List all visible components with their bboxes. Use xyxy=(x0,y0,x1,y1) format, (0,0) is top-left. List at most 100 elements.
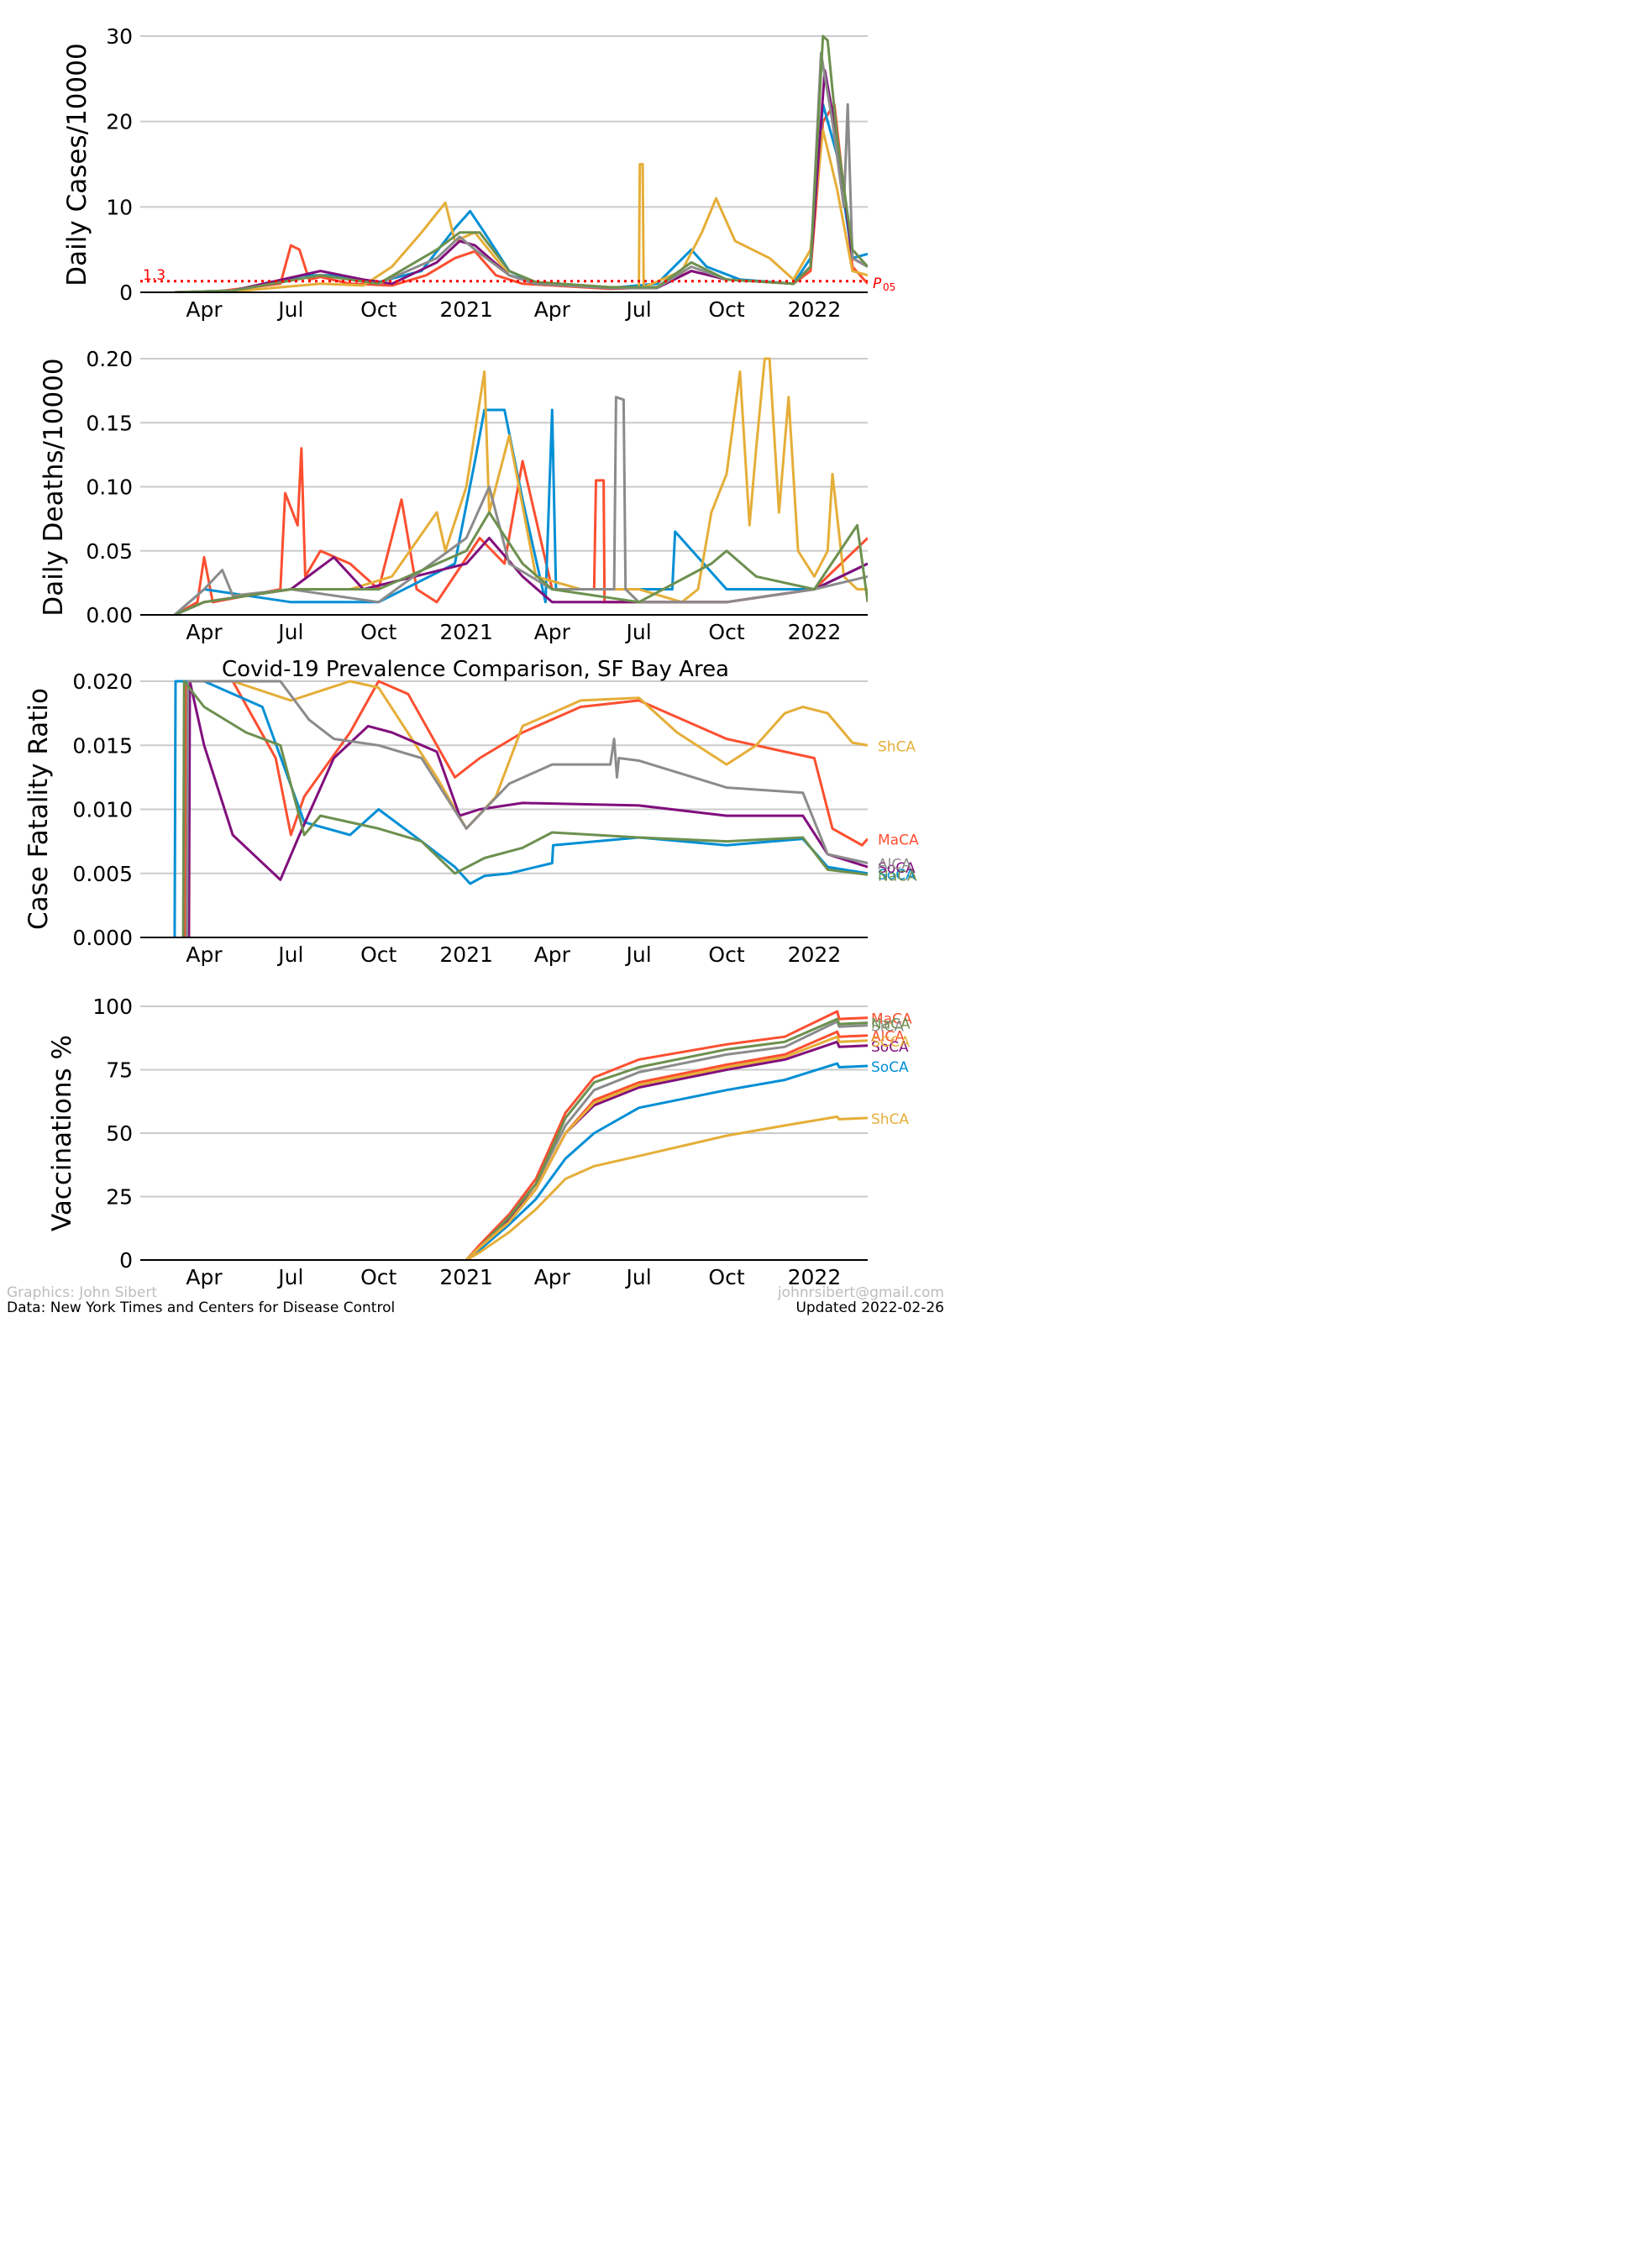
y-tick-label: 0.020 xyxy=(72,669,133,694)
x-tick-label: Apr xyxy=(534,620,571,644)
series-line xyxy=(465,1017,868,1261)
graphics-credit: Graphics: John Sibert xyxy=(7,1284,157,1301)
series-line xyxy=(465,1020,868,1261)
y-tick-label: 0.015 xyxy=(72,733,133,758)
x-tick-label: 2021 xyxy=(439,942,493,967)
series-line xyxy=(181,680,868,938)
series-line xyxy=(174,102,868,293)
case-fatality-panel: 0.000 0.005 0.010 0.015 0.020 Apr Jul Oct 2021 Ap… xyxy=(24,669,919,967)
x-tick-label: Jul xyxy=(625,1265,652,1289)
x-tick-label: 2021 xyxy=(439,620,493,644)
series-line xyxy=(465,1040,868,1261)
series-line xyxy=(173,680,868,938)
y-tick-label: 30 xyxy=(106,24,133,49)
series-end-label: SiCA xyxy=(871,1019,904,1036)
x-tick-label: Apr xyxy=(186,1265,223,1289)
series-line xyxy=(187,680,868,938)
series-line xyxy=(174,537,868,616)
y-tick-label: 0.010 xyxy=(72,798,133,822)
series-line xyxy=(465,1010,868,1261)
series-line xyxy=(174,69,868,293)
x-tick-label: Jul xyxy=(276,297,303,322)
x-tick-label: 2021 xyxy=(439,1265,493,1289)
x-tick-label: Jul xyxy=(276,1265,303,1289)
series-end-label: NaCA xyxy=(878,868,917,885)
x-tick-label: 2022 xyxy=(788,942,842,967)
x-tick-label: Oct xyxy=(708,942,744,967)
y-tick-label: 25 xyxy=(106,1185,133,1210)
covid-prevalence-figure: 0 10 20 30 Apr Jul Oct 2021 Apr Jul Oct 2022 Daily C… xyxy=(24,24,919,1289)
x-tick-label: Oct xyxy=(708,620,744,644)
x-tick-label: Apr xyxy=(534,942,571,967)
y-tick-label: 0.05 xyxy=(86,539,133,564)
y-tick-label: 0.20 xyxy=(86,347,133,371)
x-tick-label: Oct xyxy=(360,1265,396,1289)
y-tick-label: 0.15 xyxy=(86,411,133,435)
series-end-label: NaCA xyxy=(871,1016,911,1033)
x-tick-label: Oct xyxy=(360,942,396,967)
series-end-label: SoCA xyxy=(871,1039,909,1056)
y-axis-label: Vaccinations % xyxy=(47,1035,77,1231)
series-line xyxy=(173,408,868,616)
y-tick-label: 20 xyxy=(106,110,133,134)
series-end-label: AlCA xyxy=(871,1029,905,1046)
vaccinations-panel: 0 25 50 75 100 Apr Jul Oct 2021 Apr Jul Oct 2022 Vacc… xyxy=(47,995,912,1289)
daily-deaths-panel: 0.00 0.05 0.10 0.15 0.20 Apr Jul Oct 2021 Apr Jul O… xyxy=(39,347,868,644)
y-tick-label: 0 xyxy=(119,281,133,305)
series-end-label: SoCA xyxy=(878,867,916,884)
series-end-label: SoCA xyxy=(878,860,916,877)
series-line xyxy=(174,357,868,616)
series-end-label: SCCA xyxy=(871,1034,911,1051)
series-line xyxy=(174,511,868,616)
reference-line-percentile-subscript: 05 xyxy=(883,281,895,293)
x-tick-label: Apr xyxy=(186,620,223,644)
y-tick-label: 0.005 xyxy=(72,862,133,886)
x-tick-label: Apr xyxy=(186,297,223,322)
series-line xyxy=(465,1115,868,1261)
x-tick-label: Jul xyxy=(625,620,652,644)
x-tick-label: Oct xyxy=(708,297,744,322)
x-tick-label: 2022 xyxy=(788,620,842,644)
series-end-label: MaCA xyxy=(878,832,919,849)
series-line xyxy=(174,34,868,293)
series-line xyxy=(186,680,868,938)
series-line xyxy=(465,1035,868,1261)
series-line xyxy=(174,102,868,293)
figure-title: Covid-19 Prevalence Comparison, SF Bay A… xyxy=(222,657,729,682)
series-line xyxy=(183,680,868,938)
daily-cases-panel: 0 10 20 30 Apr Jul Oct 2021 Apr Jul Oct 2022 Daily C… xyxy=(62,24,895,322)
updated-date: Updated 2022-02-26 xyxy=(795,1299,944,1316)
x-tick-label: Jul xyxy=(276,620,303,644)
series-end-label: ShCA xyxy=(871,1111,909,1128)
x-tick-label: Apr xyxy=(534,1265,571,1289)
author-email: johnrsibert@gmail.com xyxy=(777,1284,944,1301)
y-axis-label: Daily Cases/10000 xyxy=(62,43,92,286)
x-tick-label: Oct xyxy=(708,1265,744,1289)
series-line xyxy=(186,680,868,938)
reference-line-label: 1.3 xyxy=(143,267,165,284)
x-tick-label: 2021 xyxy=(439,297,493,322)
series-line xyxy=(174,129,868,293)
x-tick-label: 2022 xyxy=(788,1265,842,1289)
y-axis-label: Daily Deaths/10000 xyxy=(39,358,69,616)
x-tick-label: Apr xyxy=(186,942,223,967)
series-line xyxy=(174,447,868,616)
series-end-label: SoCA xyxy=(871,1059,909,1076)
y-tick-label: 50 xyxy=(106,1121,133,1146)
series-end-label: MaCA xyxy=(871,1011,912,1028)
y-tick-label: 0 xyxy=(119,1248,133,1273)
data-source-credit: Data: New York Times and Centers for Dis… xyxy=(7,1299,396,1316)
y-tick-label: 0.000 xyxy=(72,926,133,950)
series-line xyxy=(173,396,868,616)
y-tick-label: 100 xyxy=(92,995,133,1019)
y-axis-label: Case Fatality Ratio xyxy=(24,688,54,930)
x-tick-label: Jul xyxy=(276,942,303,967)
series-end-label: AlCA xyxy=(878,857,911,874)
y-tick-label: 75 xyxy=(106,1058,133,1083)
x-tick-label: Oct xyxy=(360,297,396,322)
x-tick-label: Oct xyxy=(360,620,396,644)
x-tick-label: Apr xyxy=(534,297,571,322)
reference-line-percentile-label: P xyxy=(873,276,882,292)
x-tick-label: Jul xyxy=(625,297,652,322)
y-tick-label: 10 xyxy=(106,195,133,219)
